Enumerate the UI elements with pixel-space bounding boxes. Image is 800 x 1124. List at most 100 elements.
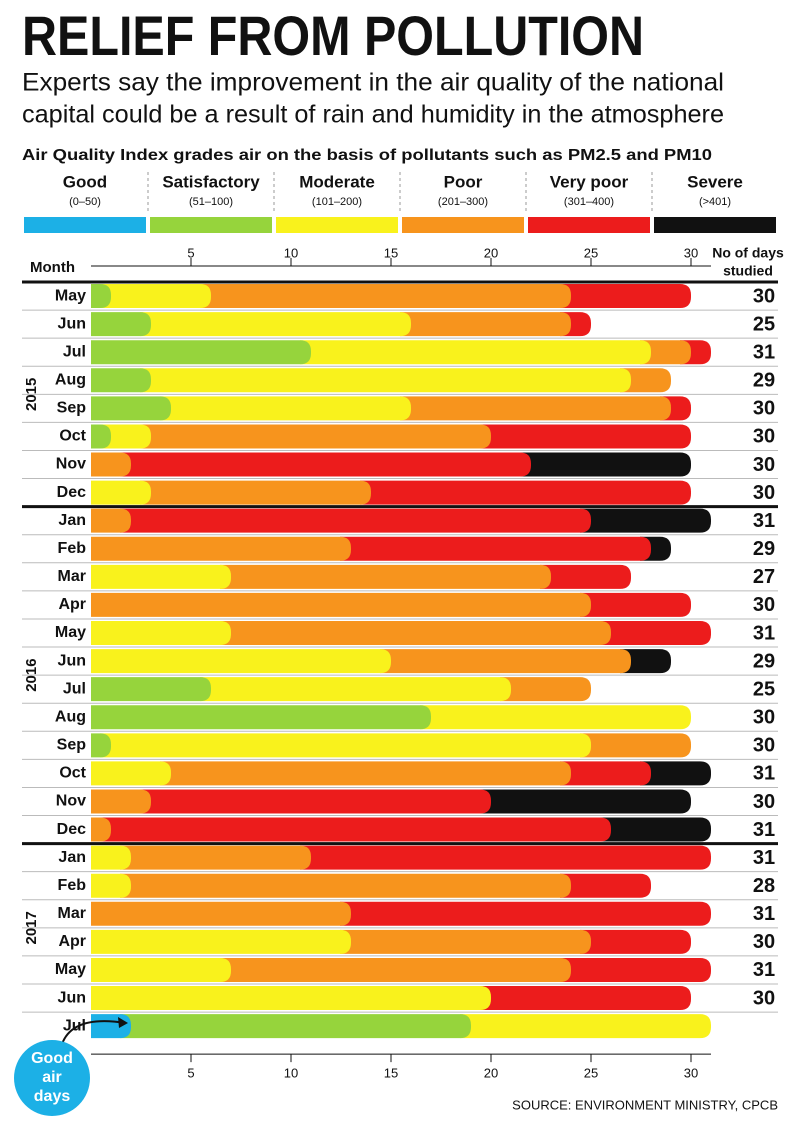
- bar-segment: [340, 536, 651, 561]
- category-label: Nov: [56, 456, 86, 473]
- total-label: 30: [753, 594, 775, 616]
- bar-segment: [120, 508, 591, 533]
- source: SOURCE: ENVIRONMENT MINISTRY, CPCB: [512, 1097, 778, 1112]
- legend-swatch: [150, 217, 272, 233]
- bar-segment: [120, 452, 531, 477]
- subtitle-line: Experts say the improvement in the air q…: [22, 69, 724, 97]
- bar-segment: [91, 929, 351, 954]
- x-tick-label: 30: [684, 1066, 698, 1081]
- category-label: Oct: [59, 765, 86, 782]
- total-label: 31: [753, 959, 775, 981]
- bar-segment: [540, 564, 631, 589]
- bar-segment: [460, 1014, 711, 1039]
- legend-swatch: [528, 217, 650, 233]
- x-tick-label: 25: [584, 1066, 598, 1081]
- legend-label: Satisfactory: [162, 172, 260, 191]
- category-label: Mar: [58, 905, 86, 922]
- category-label: May: [55, 961, 86, 978]
- bar-segment: [300, 845, 711, 870]
- category-label: Jun: [58, 989, 86, 1006]
- total-label: 30: [753, 426, 775, 448]
- legend-range: (101–200): [312, 196, 362, 208]
- bar-segment: [500, 677, 591, 702]
- bar-segment: [91, 873, 131, 898]
- category-label: Apr: [58, 933, 86, 950]
- bar-segment: [91, 649, 391, 674]
- total-label: 30: [753, 931, 775, 953]
- legend-range: (51–100): [189, 196, 233, 208]
- x-tick-label: 15: [384, 245, 398, 260]
- legend-label: Severe: [687, 172, 743, 191]
- y-axis-label: Month: [30, 259, 75, 276]
- legend-label: Moderate: [299, 172, 375, 191]
- bar-segment: [91, 312, 151, 337]
- bar-segment: [220, 957, 571, 982]
- bar-segment: [480, 986, 691, 1011]
- category-label: Dec: [57, 484, 86, 501]
- bar-segment: [140, 789, 491, 814]
- total-label: 30: [753, 285, 775, 307]
- totals-header: studied: [723, 263, 773, 279]
- bar-segment: [400, 312, 571, 337]
- bar-segment: [120, 845, 311, 870]
- bar-segment: [300, 340, 651, 365]
- category-label: Mar: [58, 568, 86, 585]
- total-label: 30: [753, 735, 775, 757]
- callout-arrow: [61, 1020, 127, 1045]
- total-label: 30: [753, 707, 775, 729]
- legend-label: Good: [63, 172, 107, 191]
- total-label: 30: [753, 454, 775, 476]
- legend-swatch: [276, 217, 398, 233]
- bar-segment: [160, 761, 571, 786]
- category-label: Aug: [55, 371, 86, 388]
- bar-segment: [91, 1014, 131, 1039]
- bar-segment: [380, 649, 631, 674]
- bar-segment: [640, 340, 691, 365]
- bar-segment: [340, 929, 591, 954]
- total-label: 31: [753, 903, 775, 925]
- bar-segment: [120, 1014, 471, 1039]
- bar-segment: [140, 368, 631, 393]
- legend-range: (301–400): [564, 196, 614, 208]
- bar-segment: [480, 424, 691, 449]
- category-label: May: [55, 287, 86, 304]
- total-label: 31: [753, 341, 775, 363]
- bar-segment: [580, 592, 691, 617]
- bar-segment: [480, 789, 691, 814]
- bar-segment: [91, 508, 131, 533]
- bar-segment: [91, 845, 131, 870]
- x-tick-label: 5: [187, 245, 194, 260]
- total-label: 25: [753, 678, 775, 700]
- bar-segment: [560, 284, 691, 309]
- bar-segment: [140, 480, 371, 505]
- category-label: Oct: [59, 428, 86, 445]
- bar-segment: [160, 396, 411, 421]
- bar-segment: [340, 901, 711, 926]
- bar-segment: [580, 733, 691, 758]
- category-label: Aug: [55, 708, 86, 725]
- legend-swatch: [24, 217, 146, 233]
- bar-segment: [560, 873, 651, 898]
- bar-segment: [91, 761, 171, 786]
- x-tick-label: 25: [584, 245, 598, 260]
- bar-segment: [91, 705, 431, 730]
- category-label: Sep: [57, 737, 87, 754]
- bar-segment: [91, 901, 351, 926]
- legend-title: Air Quality Index grades air on the basi…: [22, 147, 712, 164]
- bar-segment: [91, 592, 591, 617]
- total-label: 25: [753, 313, 775, 335]
- total-label: 31: [753, 763, 775, 785]
- total-label: 30: [753, 987, 775, 1009]
- bar-segment: [91, 733, 111, 758]
- bar-segment: [91, 817, 111, 842]
- bar-segment: [360, 480, 691, 505]
- totals-header: No of days: [712, 245, 784, 261]
- bar-segment: [91, 368, 151, 393]
- bar-segment: [560, 957, 711, 982]
- bar-segment: [91, 677, 211, 702]
- category-label: Feb: [58, 877, 87, 894]
- total-label: 29: [753, 370, 775, 392]
- total-label: 31: [753, 622, 775, 644]
- x-tick-label: 20: [484, 245, 498, 260]
